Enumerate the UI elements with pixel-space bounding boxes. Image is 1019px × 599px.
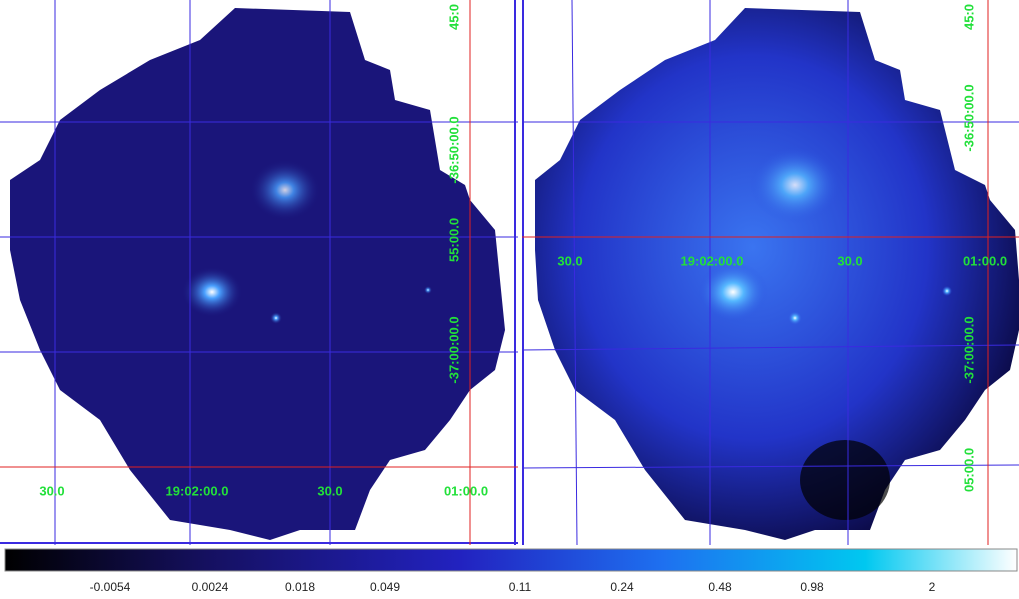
star <box>424 286 432 294</box>
coord-label: 01:00.0 <box>444 483 488 498</box>
coord-label: 30.0 <box>837 253 862 268</box>
colorbar-label: 0.049 <box>370 580 400 594</box>
dark-region <box>800 440 890 520</box>
star <box>942 286 952 296</box>
coord-label: -36:50:00.0 <box>961 84 976 151</box>
colorbar-label: 0.018 <box>285 580 315 594</box>
colorbar-label: 0.11 <box>509 580 532 594</box>
coord-label: 55:00.0 <box>446 218 461 262</box>
coord-label: 19:02:00.0 <box>166 483 229 498</box>
coord-label: -37:00:00.0 <box>961 316 976 383</box>
coord-label: 01:00.0 <box>963 253 1007 268</box>
star <box>270 312 282 324</box>
colorbar-label: 2 <box>929 580 936 594</box>
ds9-window: 45:0 -36:50:00.0 55:00.0 -37:00:00.0 30.0 19:… <box>0 0 1019 599</box>
colorbar-label: 0.98 <box>800 580 824 594</box>
coord-label: -37:00:00.0 <box>446 316 461 383</box>
coord-label: 30.0 <box>39 483 64 498</box>
coord-label: 19:02:00.0 <box>681 253 744 268</box>
coord-label: 30.0 <box>317 483 342 498</box>
star <box>788 311 802 325</box>
nebula <box>250 160 320 220</box>
colorbar <box>5 549 1017 571</box>
colorbar-label: 0.24 <box>610 580 634 594</box>
nebula <box>182 267 242 317</box>
coord-label: 45:0 <box>446 4 461 30</box>
colorbar-label: -0.0054 <box>90 580 131 594</box>
nebula <box>698 262 768 322</box>
right-panel <box>522 0 1019 545</box>
coord-label: 30.0 <box>557 253 582 268</box>
nebula <box>750 147 840 223</box>
colorbar-label: 0.0024 <box>192 580 229 594</box>
coord-label: 05:00.0 <box>961 448 976 492</box>
colorbar-label: 0.48 <box>708 580 732 594</box>
left-panel <box>0 0 518 545</box>
coord-label: 45:0 <box>961 4 976 30</box>
coord-label: -36:50:00.0 <box>446 116 461 183</box>
